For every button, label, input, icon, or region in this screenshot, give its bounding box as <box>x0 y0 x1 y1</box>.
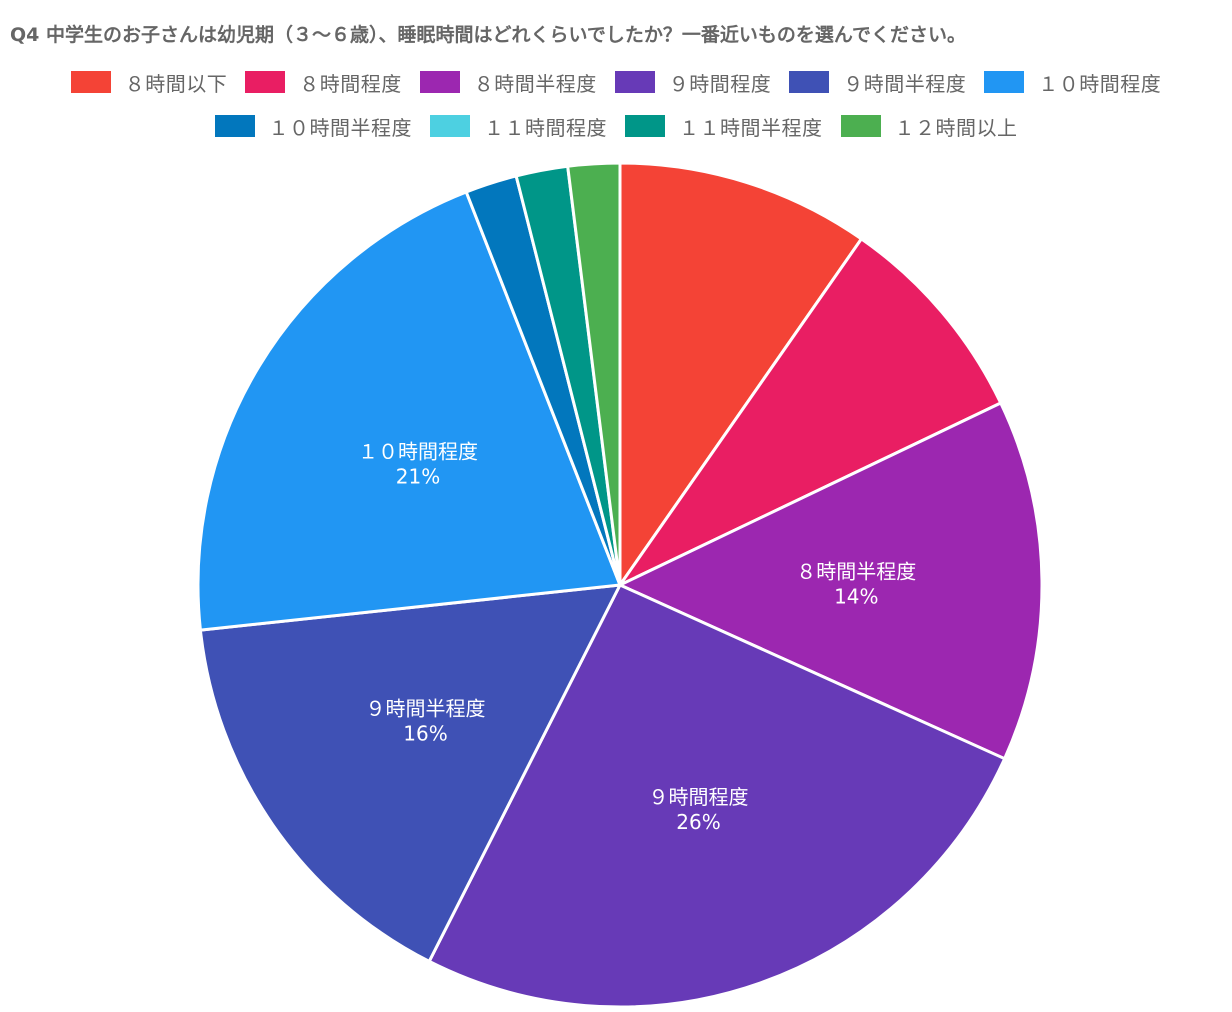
legend-item-4[interactable]: ９時間半程度 <box>789 68 966 97</box>
pie-slice-1[interactable] <box>618 237 1003 587</box>
pie-slice-9[interactable] <box>566 161 622 587</box>
legend-label-2: ８時間半程度 <box>473 71 597 96</box>
legend-item-1[interactable]: ８時間程度 <box>245 68 402 97</box>
pie-slices <box>196 161 1044 1009</box>
slice-label-name-2: ８時間半程度 <box>796 559 916 583</box>
legend-swatch-2 <box>419 71 460 93</box>
legend-item-9[interactable]: １２時間以上 <box>840 112 1018 141</box>
legend-label-5: １０時間程度 <box>1038 71 1162 96</box>
slice-label-pct-3: 26% <box>676 810 720 834</box>
pie-slice-2[interactable] <box>618 401 1044 761</box>
pie-slice-3[interactable] <box>427 583 1007 1009</box>
legend-swatch-7 <box>430 115 470 137</box>
legend-item-8[interactable]: １１時間半程度 <box>625 112 823 141</box>
legend-swatch-9 <box>840 115 881 137</box>
legend-swatch-8 <box>625 115 665 137</box>
chart-title: Q4 中学生のお子さんは幼児期（３〜６歳）、睡眠時間はどれくらいでしたか？一番近… <box>10 24 966 46</box>
legend: ８時間以下 ８時間程度 ８時間半程度 ９時間程度 ９時間半程度 １０時間程度 １… <box>0 64 1232 152</box>
pie-slice-5[interactable] <box>196 190 622 632</box>
legend-row-2: １０時間半程度 １１時間程度 １１時間半程度 １２時間以上 <box>0 108 1232 144</box>
legend-item-0[interactable]: ８時間以下 <box>70 68 228 97</box>
legend-swatch-6 <box>214 115 255 137</box>
legend-item-7[interactable]: １１時間程度 <box>430 112 607 141</box>
slice-label-name-5: １０時間程度 <box>358 439 478 463</box>
legend-swatch-3 <box>614 71 655 93</box>
pie-slice-0[interactable] <box>618 161 863 587</box>
legend-item-6[interactable]: １０時間半程度 <box>214 112 413 141</box>
legend-row-1: ８時間以下 ８時間程度 ８時間半程度 ９時間程度 ９時間半程度 １０時間程度 <box>0 64 1232 100</box>
legend-item-5[interactable]: １０時間程度 <box>984 68 1161 97</box>
legend-swatch-5 <box>984 71 1025 93</box>
legend-swatch-0 <box>70 71 111 93</box>
legend-label-6: １０時間半程度 <box>268 115 412 140</box>
legend-label-7: １１時間程度 <box>484 115 607 140</box>
legend-label-3: ９時間程度 <box>668 71 772 96</box>
legend-label-9: １２時間以上 <box>894 115 1018 140</box>
slice-label-pct-5: 21% <box>396 464 440 488</box>
pie-slice-4[interactable] <box>198 583 622 963</box>
legend-label-4: ９時間半程度 <box>843 71 967 96</box>
legend-swatch-4 <box>789 71 830 93</box>
legend-label-1: ８時間程度 <box>299 71 402 96</box>
legend-label-8: １１時間半程度 <box>679 115 823 140</box>
legend-label-0: ８時間以下 <box>124 71 228 96</box>
legend-item-3[interactable]: ９時間程度 <box>614 68 772 97</box>
slice-label-name-3: ９時間程度 <box>649 785 749 809</box>
legend-item-2[interactable]: ８時間半程度 <box>419 68 597 97</box>
legend-swatch-1 <box>245 71 286 93</box>
slice-label-pct-2: 14% <box>834 584 878 608</box>
slice-label-name-4: ９時間半程度 <box>366 696 486 720</box>
slice-label-pct-4: 16% <box>403 721 447 745</box>
